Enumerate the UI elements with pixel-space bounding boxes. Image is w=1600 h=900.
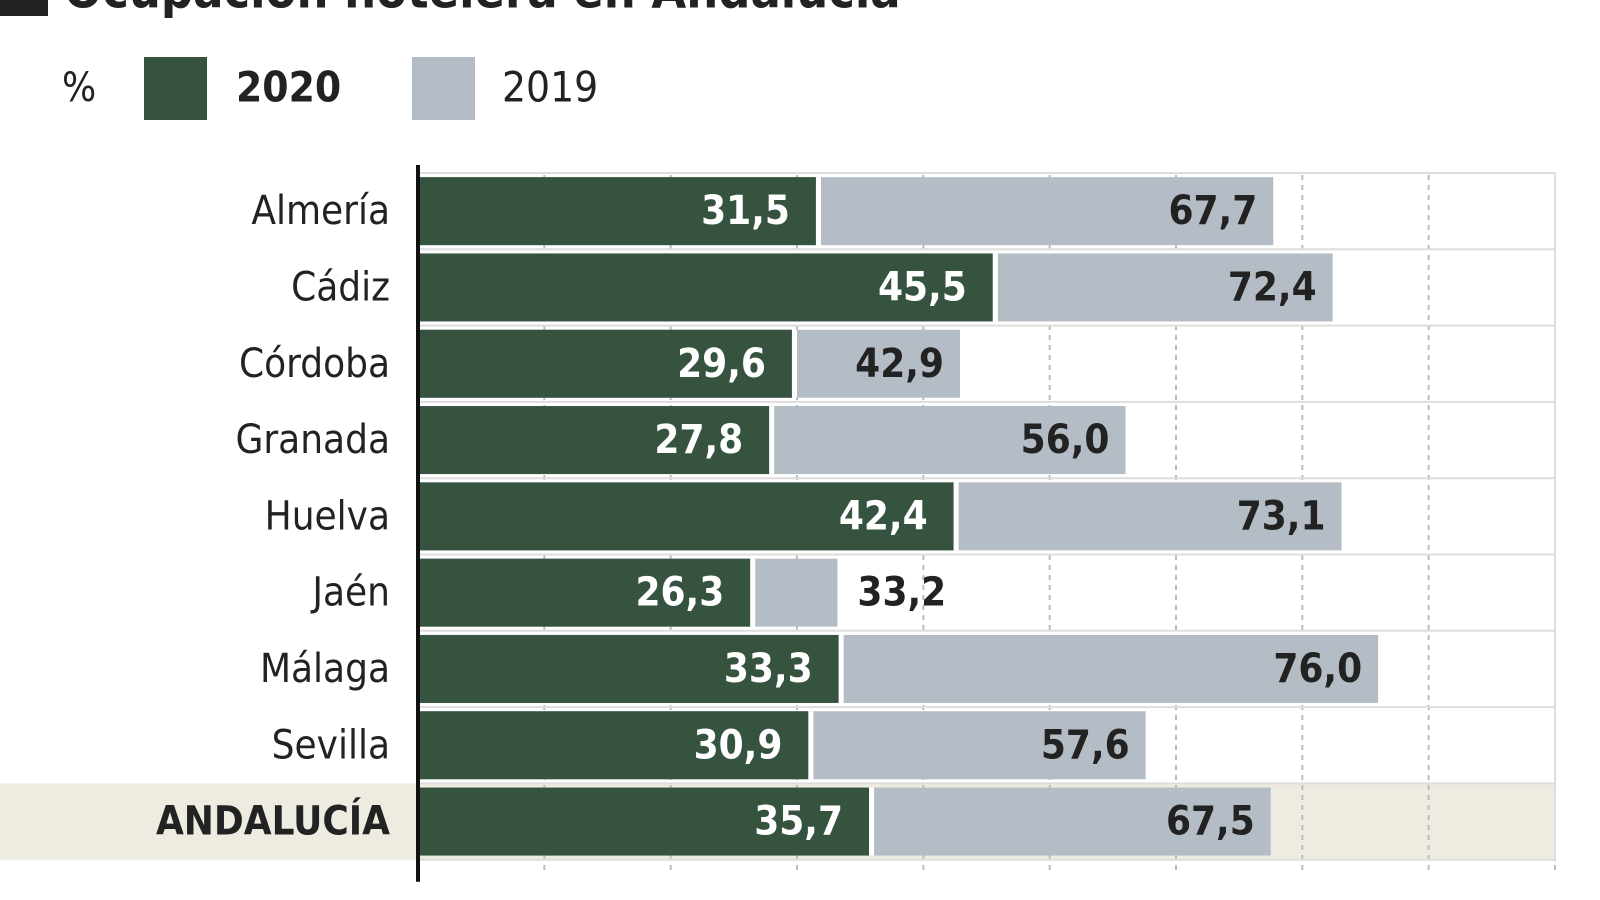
bar-2020 — [418, 634, 839, 703]
legend-label: 2019 — [502, 63, 598, 112]
value-label-2019: 33,2 — [857, 570, 946, 616]
legend-label: 2020 — [236, 63, 341, 112]
value-label-2020: 26,3 — [635, 570, 724, 616]
value-label-2019: 73,1 — [1237, 493, 1326, 539]
bar-2020 — [418, 711, 809, 780]
title-marker — [0, 0, 48, 16]
legend-swatch — [412, 57, 475, 120]
value-label-2019: 57,6 — [1041, 722, 1130, 768]
category-label: Cádiz — [291, 264, 390, 310]
category-label: Granada — [236, 417, 391, 463]
value-label-2019: 56,0 — [1021, 417, 1110, 463]
value-label-2020: 42,4 — [839, 493, 928, 539]
bar-2020 — [418, 406, 770, 475]
category-label: Huelva — [265, 493, 390, 539]
value-label-2019: 42,9 — [855, 341, 944, 387]
bar-2020 — [418, 558, 751, 627]
bar-2020 — [418, 787, 870, 856]
legend-swatch — [144, 57, 207, 120]
value-label-2019: 67,7 — [1168, 188, 1257, 234]
bar-2020 — [418, 329, 792, 398]
category-label: Sevilla — [272, 722, 390, 768]
value-label-2019: 72,4 — [1228, 264, 1317, 310]
value-label-2020: 31,5 — [701, 188, 790, 234]
value-label-2020: 45,5 — [878, 264, 967, 310]
category-label: Almería — [251, 188, 390, 234]
bar-2020 — [418, 482, 954, 551]
value-label-2020: 30,9 — [694, 722, 783, 768]
category-label: Córdoba — [239, 341, 390, 387]
unit-label: % — [62, 65, 96, 111]
value-label-2019: 76,0 — [1273, 646, 1362, 692]
value-label-2020: 29,6 — [677, 341, 766, 387]
value-label-2019: 67,5 — [1166, 799, 1255, 845]
value-label-2020: 33,3 — [724, 646, 813, 692]
category-label: ANDALUCÍA — [156, 797, 390, 845]
value-label-2020: 35,7 — [754, 799, 843, 845]
value-label-2020: 27,8 — [654, 417, 743, 463]
bar-2020 — [418, 177, 816, 246]
category-label: Málaga — [260, 646, 390, 692]
chart-title: Ocupación hotelera en Andalucía — [64, 0, 901, 20]
category-label: Jaén — [310, 570, 390, 616]
bar-2020 — [418, 253, 993, 322]
